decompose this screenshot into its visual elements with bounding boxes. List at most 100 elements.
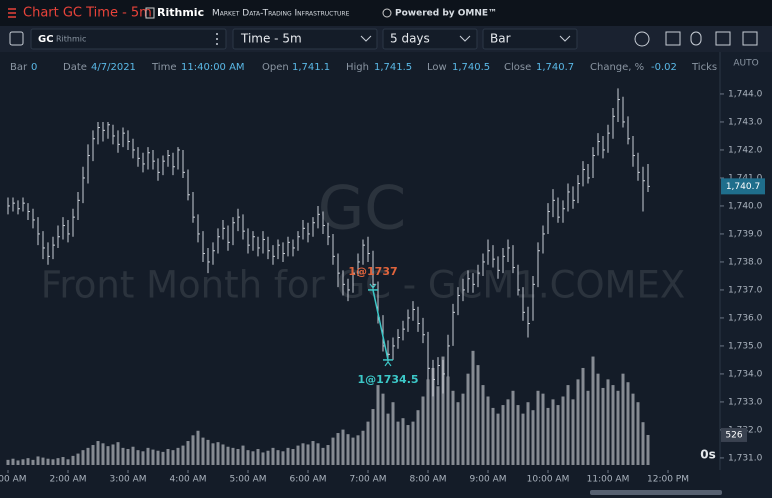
- exchange: Rithmic: [56, 35, 86, 44]
- volume-bar: [641, 422, 645, 465]
- scale-mode[interactable]: AUTO: [733, 59, 758, 69]
- tool-button[interactable]: [665, 31, 681, 46]
- volume-bar: [626, 382, 630, 465]
- volume-bar: [6, 459, 10, 465]
- volume-bar: [181, 445, 185, 465]
- volume-bar: [371, 409, 375, 465]
- volume-bar: [611, 385, 615, 465]
- tool-button[interactable]: [715, 31, 731, 46]
- volume-bar: [51, 459, 55, 465]
- x-tick-label: 7:00 AM: [350, 475, 387, 485]
- menu-icon[interactable]: [8, 8, 16, 18]
- y-tick-label: 1,731.0: [728, 453, 763, 463]
- more-icon[interactable]: [216, 33, 218, 45]
- y-tick-label: 1,736.0: [728, 313, 763, 323]
- timeframe-dropdown[interactable]: [232, 28, 378, 50]
- volume-bar: [196, 430, 200, 465]
- symbol-box[interactable]: [30, 28, 227, 50]
- volume-bar: [81, 450, 85, 465]
- volume-bar: [86, 447, 90, 465]
- volume-bar: [451, 390, 455, 465]
- panel-toggle[interactable]: [9, 31, 24, 46]
- volume-bar: [61, 457, 65, 465]
- volume-bar: [131, 446, 135, 465]
- volume-bar: [256, 449, 260, 465]
- volume-bar: [221, 444, 225, 465]
- volume-bar: [581, 367, 585, 465]
- tool-button[interactable]: [634, 31, 650, 47]
- info-time-label: Time: [151, 62, 176, 73]
- volume-bar: [316, 443, 320, 465]
- volume-bar: [356, 435, 360, 465]
- volume-bar: [546, 407, 550, 465]
- volume-bar: [321, 447, 325, 465]
- volume-bar: [551, 399, 555, 465]
- symbol: GC: [38, 34, 54, 45]
- info-ticks-label: Ticks: [691, 62, 717, 73]
- volume-bar: [646, 434, 650, 465]
- volume-bar: [501, 405, 505, 465]
- volume-bar: [461, 393, 465, 465]
- volume-bar: [16, 460, 20, 465]
- volume-bar: [411, 421, 415, 465]
- volume-bar: [76, 453, 80, 465]
- volume-bar: [521, 413, 525, 465]
- volume-bar: [436, 386, 440, 465]
- y-tick-label: 1,742.0: [728, 145, 763, 155]
- range: 5 days: [390, 32, 430, 46]
- info-close: 1,740.7: [536, 62, 574, 73]
- powered-by: Powered by OMNE™: [395, 9, 497, 19]
- y-tick-label: 1,743.0: [728, 117, 763, 127]
- volume-bar: [111, 444, 115, 465]
- timeframe: Time - 5m: [240, 32, 302, 46]
- info-line: Bar 0 Date 4/7/2021 Time 11:40:00 AM Open 1,741…: [10, 62, 717, 73]
- info-open: 1,741.1: [292, 62, 330, 73]
- style-dropdown[interactable]: [482, 28, 578, 50]
- x-tick-label: 2:00 AM: [50, 475, 87, 485]
- watermark-subtitle: Front Month for GC - GCM1.COMEX: [41, 264, 685, 307]
- volume-bar: [156, 450, 160, 465]
- volume-bar: [311, 441, 315, 465]
- volume-bar: [566, 385, 570, 465]
- info-low-label: Low: [427, 62, 447, 73]
- y-tick-label: 1,738.0: [728, 257, 763, 267]
- fill-connector: [372, 289, 389, 361]
- volume-bar: [421, 396, 425, 465]
- scrollbar[interactable]: [590, 490, 722, 495]
- brand: Rithmic: [157, 6, 204, 19]
- volume-bar: [541, 393, 545, 465]
- x-tick-label: 6:00 AM: [290, 475, 327, 485]
- volume-bar: [171, 450, 175, 465]
- volume-bar: [226, 446, 230, 465]
- volume-bar: [456, 402, 460, 465]
- price-axis-panel: [720, 52, 772, 498]
- volume-bar: [341, 429, 345, 465]
- volume-bar: [141, 451, 145, 465]
- last-price-box: [721, 178, 765, 195]
- volume-bar: [56, 458, 60, 465]
- style: Bar: [490, 32, 511, 46]
- chevron: [559, 35, 571, 42]
- volume-bar: [46, 458, 50, 465]
- volume-bar: [216, 442, 220, 465]
- last-volume-box: [721, 427, 747, 442]
- volume-bar: [11, 458, 15, 465]
- volume-bar: [591, 356, 595, 465]
- dot: [216, 33, 218, 35]
- volume-bar: [186, 441, 190, 465]
- volume-bar: [161, 451, 165, 465]
- range-dropdown[interactable]: [382, 28, 478, 50]
- volume-bar: [191, 435, 195, 465]
- y-tick-label: 1,739.0: [728, 229, 763, 239]
- volume-bar: [346, 434, 350, 465]
- info-open-label: Open: [262, 62, 289, 73]
- tool-button[interactable]: [742, 31, 758, 46]
- info-low: 1,740.5: [452, 62, 490, 73]
- info-bar: 0: [31, 62, 37, 73]
- fill-label: 1@1734.5: [357, 373, 418, 386]
- info-high: 1,741.5: [374, 62, 412, 73]
- volume-bar: [631, 393, 635, 465]
- volume-bar: [361, 430, 365, 465]
- tool-button[interactable]: [690, 31, 702, 46]
